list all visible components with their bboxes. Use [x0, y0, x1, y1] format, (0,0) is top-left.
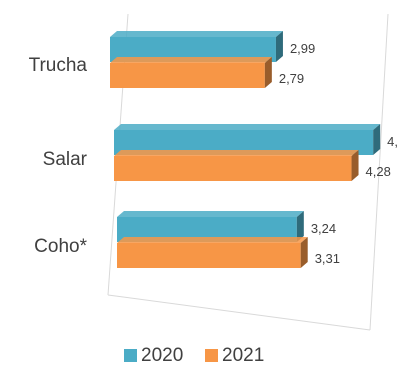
gridline-right — [369, 13, 389, 331]
legend-entry: 2020 — [124, 345, 183, 366]
data-label: 4,28 — [366, 164, 391, 179]
bars-group — [110, 31, 381, 268]
bar — [110, 57, 272, 88]
bar — [114, 150, 359, 181]
floor-edge — [107, 294, 371, 331]
category-labels: Trucha Salar Coho* — [29, 55, 88, 257]
bar — [117, 237, 308, 268]
category-label: Salar — [43, 149, 88, 170]
legend: 2020 2021 — [124, 345, 264, 366]
legend-label: 2021 — [222, 345, 264, 366]
data-label: 2,99 — [290, 41, 315, 56]
data-label: 2,79 — [279, 71, 304, 86]
legend-swatch — [124, 349, 137, 362]
legend-entry: 2021 — [205, 345, 264, 366]
legend-label: 2020 — [141, 345, 183, 366]
value-labels: 2,99 2,79 4,67 4,28 3,24 3,31 — [279, 41, 397, 266]
data-label: 3,31 — [315, 251, 340, 266]
category-label: Trucha — [29, 55, 88, 76]
data-label: 4,67 — [387, 134, 397, 149]
legend-swatch — [205, 349, 218, 362]
category-label: Coho* — [34, 236, 87, 257]
data-label: 3,24 — [311, 221, 336, 236]
